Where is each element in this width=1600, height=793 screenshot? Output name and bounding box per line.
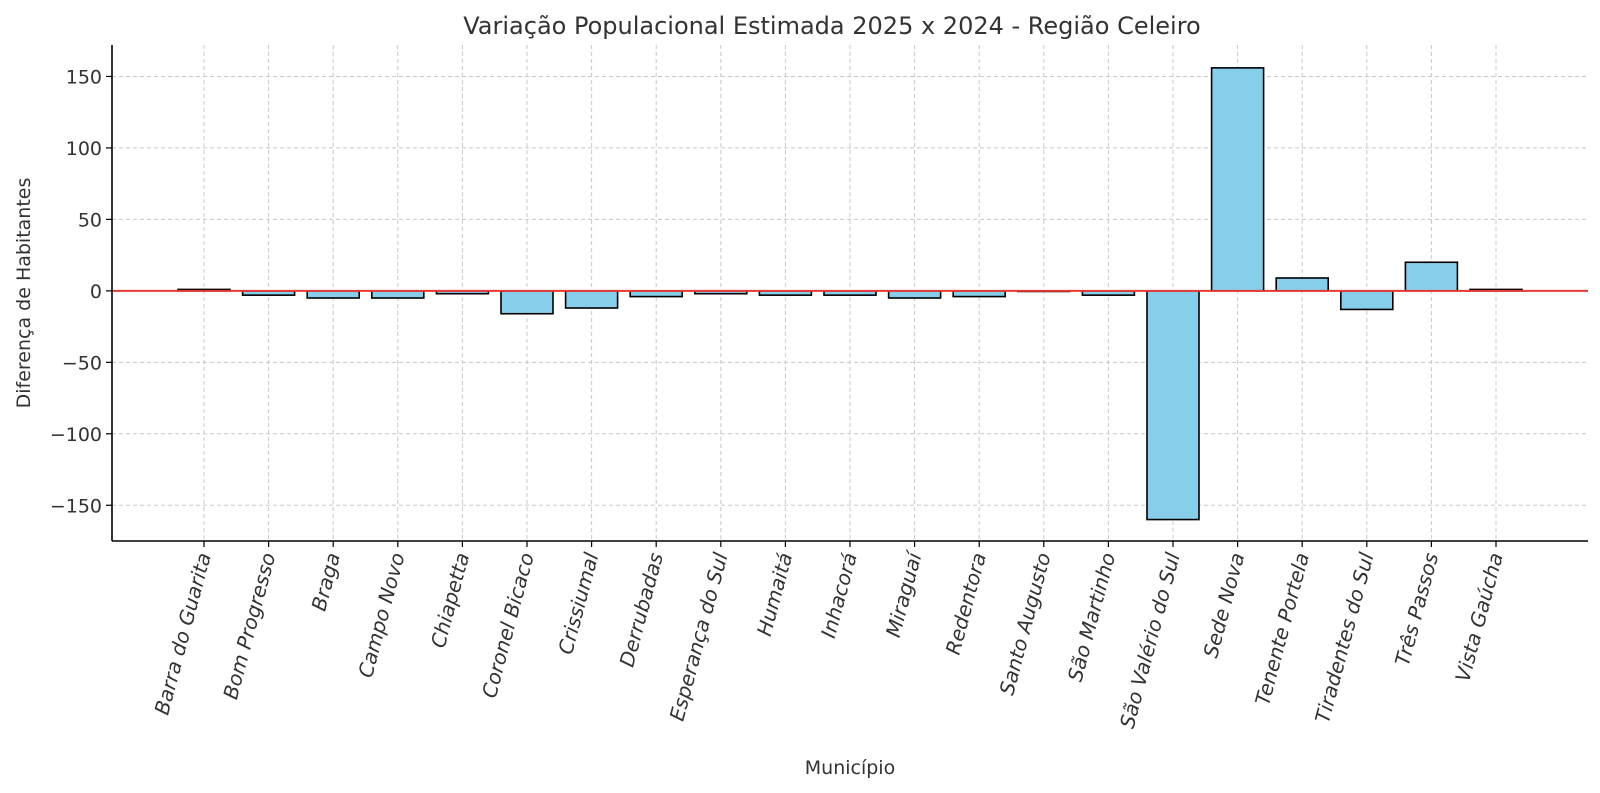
x-axis-label: Município: [805, 757, 895, 779]
y-tick-label: 100: [66, 138, 102, 160]
x-ticks: Barra do Guarita Bom Progresso Braga Campo …: [150, 541, 1508, 731]
y-tick-label: −100: [50, 424, 102, 446]
x-tick-label: Derrubadas: [615, 550, 669, 669]
x-tick-label: Crissiumal: [553, 550, 603, 657]
x-tick-label: Três Passos: [1390, 550, 1443, 668]
x-tick-label: Miraguaí: [881, 548, 927, 640]
x-tick-label: Bom Progresso: [218, 550, 280, 702]
bar: [887, 290, 942, 299]
y-tick-label: −50: [62, 352, 102, 374]
y-tick-label: −150: [50, 495, 102, 517]
x-tick-label: Chiapetta: [426, 550, 474, 650]
bar: [1404, 261, 1459, 292]
y-ticks: 150 100 50 0 −50 −100 −150: [50, 66, 112, 517]
x-tick-label: Humaitá: [752, 550, 797, 638]
bar: [370, 290, 425, 299]
bar: [306, 290, 361, 299]
x-tick-label: Coronel Bicaco: [477, 550, 539, 700]
x-tick-label: Tenente Portela: [1250, 550, 1314, 708]
x-tick-label: São Valério do Sul: [1115, 550, 1185, 731]
x-tick-label: Esperança do Sul: [665, 550, 733, 724]
x-tick-label: Campo Novo: [353, 550, 409, 680]
bar: [1210, 67, 1265, 292]
bar: [1340, 290, 1394, 311]
x-tick-label: Vista Gaúcha: [1450, 550, 1507, 684]
x-tick-label: Barra do Guarita: [150, 550, 216, 717]
bar: [1146, 290, 1200, 521]
y-tick-label: 0: [90, 281, 102, 303]
y-tick-label: 50: [78, 209, 102, 231]
x-tick-label: Braga: [307, 550, 345, 613]
y-axis-label: Diferença de Habitantes: [13, 178, 35, 409]
bar: [500, 290, 554, 315]
bar: [564, 290, 619, 309]
bar: [1275, 277, 1329, 292]
bars: [177, 67, 1523, 521]
x-tick-label: Redentora: [941, 550, 991, 657]
y-tick-label: 150: [66, 66, 102, 88]
chart-title: Variação Populacional Estimada 2025 x 20…: [463, 12, 1200, 40]
x-tick-label: São Martinho: [1063, 550, 1120, 684]
x-tick-label: Santo Augusto: [995, 550, 1056, 698]
x-tick-label: Inhacorá: [816, 550, 862, 640]
x-tick-label: Sede Nova: [1198, 550, 1249, 660]
x-tick-label: Tiradentes do Sul: [1310, 550, 1379, 726]
